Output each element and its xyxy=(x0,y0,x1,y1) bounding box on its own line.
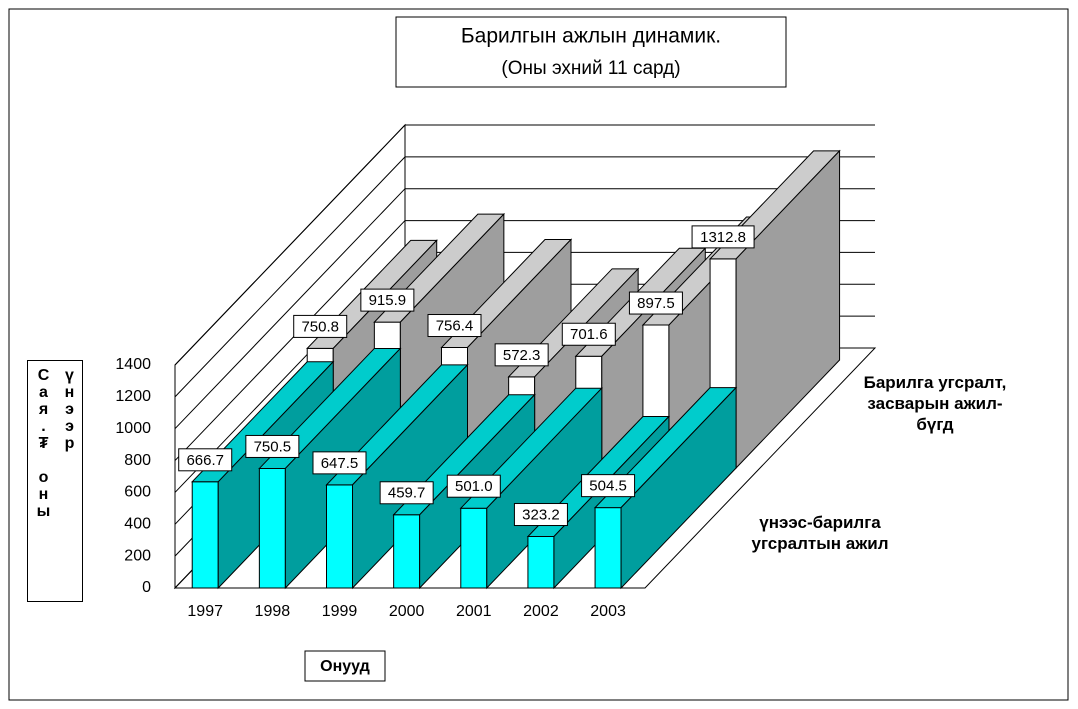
data-label-box xyxy=(379,481,434,505)
data-label: 897.5 xyxy=(637,295,675,312)
data-label-box xyxy=(427,314,482,338)
title-box xyxy=(395,16,787,88)
data-label-box xyxy=(561,322,616,346)
bar-face xyxy=(527,536,555,589)
bar-face xyxy=(594,507,622,589)
grid-line xyxy=(174,156,875,398)
data-label-box xyxy=(245,434,300,458)
data-label: 756.4 xyxy=(436,317,474,334)
x-tick-label: 2000 xyxy=(389,603,425,620)
x-tick-label: 2003 xyxy=(590,603,626,620)
data-label-box xyxy=(691,225,755,249)
bar-face xyxy=(326,484,353,589)
x-tick-label: 1997 xyxy=(187,603,223,620)
data-label-box xyxy=(494,343,549,367)
y-axis-label: Сая.₮ оны үнээр xyxy=(27,360,83,602)
data-label: 504.5 xyxy=(589,478,627,495)
data-label-box xyxy=(581,474,636,498)
grid-line xyxy=(174,124,875,366)
x-tick-label: 2002 xyxy=(523,603,559,620)
data-label: 647.5 xyxy=(321,455,359,472)
bar-face xyxy=(735,149,841,470)
data-label: 1312.8 xyxy=(700,229,746,246)
data-label-box xyxy=(628,291,683,315)
frame xyxy=(8,8,1069,701)
x-tick-label: 2001 xyxy=(456,603,492,620)
legend-entry: Барилга угсралт, засварын ажил-бүгд xyxy=(863,373,1007,434)
data-label: 915.9 xyxy=(369,292,407,309)
x-label-box xyxy=(304,650,386,682)
data-label-box xyxy=(293,314,348,338)
data-label: 701.6 xyxy=(570,326,608,343)
data-label: 666.7 xyxy=(186,452,224,469)
y-tick-label: 800 xyxy=(124,452,151,469)
x-axis-label: Онууд xyxy=(320,658,370,675)
x-tick-label: 1999 xyxy=(322,603,358,620)
y-tick-label: 200 xyxy=(124,547,151,564)
y-tick-label: 1200 xyxy=(115,388,151,405)
data-label-box xyxy=(513,503,568,527)
y-tick-label: 1000 xyxy=(115,420,151,437)
data-label: 459.7 xyxy=(388,485,426,502)
data-label: 750.5 xyxy=(254,438,292,455)
data-label-box xyxy=(446,474,501,498)
y-tick-label: 600 xyxy=(124,484,151,501)
data-label: 572.3 xyxy=(503,347,541,364)
bar-face xyxy=(258,467,286,589)
grid-line xyxy=(174,220,875,461)
data-label-box xyxy=(178,448,233,472)
data-label-box xyxy=(360,288,415,312)
bar-face xyxy=(191,481,219,589)
y-tick-label: 400 xyxy=(124,516,151,533)
chart-title: Барилгын ажлын динамик. xyxy=(461,25,721,48)
bar-face xyxy=(620,386,737,590)
chart-subtitle: (Оны эхний 11 сард) xyxy=(501,58,680,79)
data-label: 501.0 xyxy=(455,478,493,495)
grid-line xyxy=(174,188,875,430)
y-tick-label: 1400 xyxy=(115,356,151,373)
x-tick-label: 1998 xyxy=(255,603,291,620)
bar-face xyxy=(393,514,421,589)
data-label-box xyxy=(312,451,367,475)
bar-face xyxy=(460,507,488,589)
data-label: 750.8 xyxy=(301,318,339,335)
legend-entry: үнээс-барилга угсралтын ажил xyxy=(751,513,889,553)
y-tick-label: 0 xyxy=(142,579,151,596)
data-label: 323.2 xyxy=(522,506,560,523)
